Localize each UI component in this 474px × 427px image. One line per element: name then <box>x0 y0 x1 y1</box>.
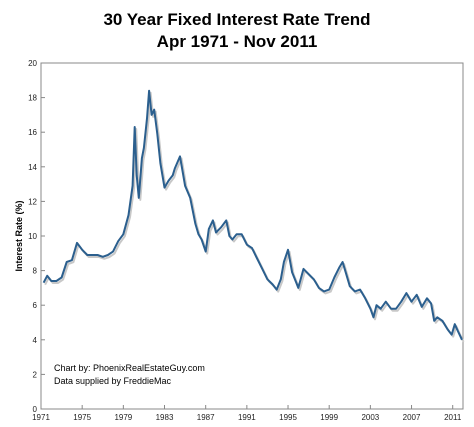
x-tick-label: 1999 <box>320 413 338 422</box>
y-axis-label: Interest Rate (%) <box>14 200 24 271</box>
series-line-shadow <box>44 91 465 343</box>
x-tick-label: 1995 <box>279 413 297 422</box>
chart-subtitle: Apr 1971 - Nov 2011 <box>157 32 318 51</box>
x-tick-label: 2007 <box>403 413 421 422</box>
x-tick-label: 1991 <box>238 413 256 422</box>
series-group <box>42 89 465 343</box>
x-tick-label: 2003 <box>361 413 379 422</box>
plot-area-frame <box>40 62 464 410</box>
y-tick-label: 20 <box>28 59 37 68</box>
y-tick-label: 16 <box>28 128 37 137</box>
y-tick-label: 4 <box>33 336 38 345</box>
chart-title: 30 Year Fixed Interest Rate Trend <box>103 10 370 29</box>
y-axis-ticks: 0 2 4 6 8 10 12 14 16 18 20 <box>28 59 45 414</box>
x-axis-ticks: 1971 1975 1979 1983 1987 1991 1995 1999 2003 2007… <box>32 405 462 422</box>
series-line <box>42 89 463 341</box>
y-tick-label: 18 <box>28 94 37 103</box>
x-tick-label: 1979 <box>114 413 132 422</box>
y-tick-label: 14 <box>28 163 37 172</box>
x-tick-label: 1987 <box>197 413 215 422</box>
y-tick-label: 8 <box>33 267 38 276</box>
y-tick-label: 6 <box>33 301 38 310</box>
y-tick-label: 10 <box>28 232 37 241</box>
credit-data-source: Data supplied by FreddieMac <box>54 376 172 386</box>
x-tick-label: 2011 <box>444 413 462 422</box>
y-tick-label: 0 <box>33 405 38 414</box>
credit-chart-by: Chart by: PhoenixRealEstateGuy.com <box>54 363 205 373</box>
x-tick-label: 1971 <box>32 413 50 422</box>
y-tick-label: 12 <box>28 197 37 206</box>
x-tick-label: 1983 <box>156 413 174 422</box>
x-tick-label: 1975 <box>73 413 91 422</box>
y-tick-label: 2 <box>33 370 38 379</box>
